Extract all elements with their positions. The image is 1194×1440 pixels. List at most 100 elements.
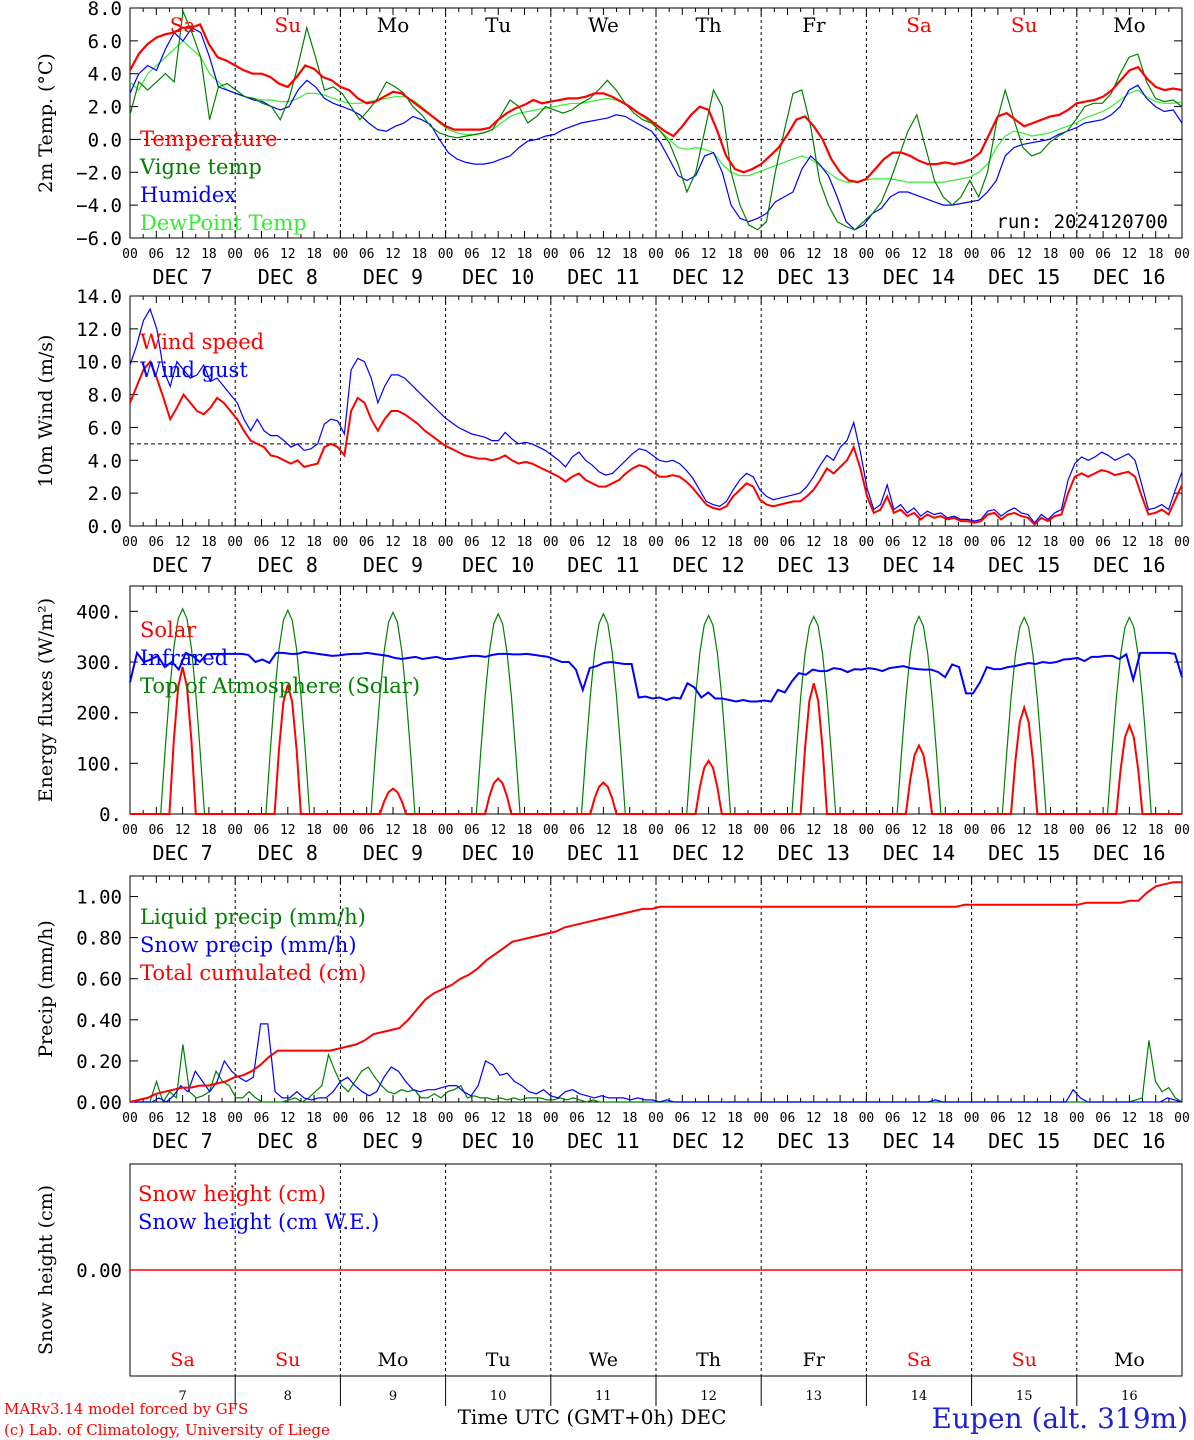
day-name: Tu xyxy=(485,13,511,37)
legend-entry: Liquid precip (mm/h) xyxy=(140,905,366,929)
hour-tick-label: 06 xyxy=(885,535,901,550)
hour-tick-label: 18 xyxy=(1148,823,1164,838)
y-tick-label: 0. xyxy=(99,804,122,826)
y-tick-label: −4.0 xyxy=(76,195,122,217)
date-label: DEC 15 xyxy=(988,1129,1060,1153)
y-tick-label: 8.0 xyxy=(88,0,122,20)
day-name: Th xyxy=(696,1349,721,1371)
hour-tick-label: 12 xyxy=(385,247,401,262)
panel-5: 0.00 Snow height (cm) Sa 7 Su 8 Mo 9 Tu 10 We 11 Th 1… xyxy=(35,1163,1183,1429)
hour-tick-label: 06 xyxy=(569,823,585,838)
day-number: 14 xyxy=(911,1389,928,1404)
y-tick-label: 0.60 xyxy=(76,969,122,991)
hour-tick-label: 18 xyxy=(306,1111,322,1126)
legend-entry: Vigne temp xyxy=(139,155,262,179)
y-tick-label: 6.0 xyxy=(88,417,122,439)
day-name: We xyxy=(589,1349,618,1371)
day-number: 7 xyxy=(178,1389,186,1404)
hour-tick-label: 18 xyxy=(1043,1111,1059,1126)
day-number: 10 xyxy=(490,1389,507,1404)
day-name: Su xyxy=(275,13,302,37)
y-axis-label: 10m Wind (m/s) xyxy=(35,335,57,488)
hour-tick-label: 18 xyxy=(622,535,638,550)
y-axis-label: Energy fluxes (W/m²) xyxy=(35,598,57,802)
date-label: DEC 15 xyxy=(988,265,1060,289)
day-number: 8 xyxy=(284,1389,292,1404)
hour-tick-label: 12 xyxy=(1122,1111,1138,1126)
hour-tick-label: 06 xyxy=(359,247,375,262)
hour-tick-label: 12 xyxy=(490,535,506,550)
hour-tick-label: 12 xyxy=(596,823,612,838)
hour-tick-label: 12 xyxy=(806,247,822,262)
hour-tick-label: 12 xyxy=(911,535,927,550)
hour-tick-label: 06 xyxy=(359,535,375,550)
date-label: DEC 12 xyxy=(672,553,744,577)
date-label: DEC 14 xyxy=(883,1129,955,1153)
hour-tick-label: 00 xyxy=(122,247,138,262)
panel-1: 8.0 6.0 4.0 2.0 0.0 −2.0 −4.0 −6.0 2m Temp. (°C)… xyxy=(35,0,1190,289)
y-tick-label: 1.00 xyxy=(76,887,122,909)
hour-tick-label: 12 xyxy=(490,247,506,262)
day-number: 12 xyxy=(700,1389,717,1404)
date-label: DEC 10 xyxy=(462,553,534,577)
hour-tick-label: 00 xyxy=(964,247,980,262)
hour-tick-label: 06 xyxy=(885,247,901,262)
hour-tick-label: 06 xyxy=(674,823,690,838)
hour-tick-label: 12 xyxy=(806,1111,822,1126)
date-label: DEC 16 xyxy=(1093,265,1165,289)
hour-tick-label: 18 xyxy=(727,1111,743,1126)
hour-tick-label: 18 xyxy=(411,1111,427,1126)
hour-tick-label: 12 xyxy=(911,1111,927,1126)
y-tick-label: 100. xyxy=(76,753,122,775)
hour-tick-label: 18 xyxy=(517,535,533,550)
y-tick-label: 4.0 xyxy=(88,64,122,86)
hour-tick-label: 00 xyxy=(859,535,875,550)
date-label: DEC 16 xyxy=(1093,553,1165,577)
hour-tick-label: 18 xyxy=(1043,535,1059,550)
day-number: 11 xyxy=(595,1389,612,1404)
hour-tick-label: 18 xyxy=(937,1111,953,1126)
hour-tick-label: 18 xyxy=(622,823,638,838)
hour-tick-label: 06 xyxy=(674,535,690,550)
hour-tick-label: 06 xyxy=(990,535,1006,550)
y-axis-label: Snow height (cm) xyxy=(35,1185,57,1355)
hour-tick-label: 00 xyxy=(648,535,664,550)
hour-tick-label: 00 xyxy=(1069,247,1085,262)
hour-tick-label: 00 xyxy=(543,247,559,262)
legend-entry: Infrared xyxy=(140,646,228,670)
hour-tick-label: 00 xyxy=(964,535,980,550)
hour-tick-label: 18 xyxy=(832,1111,848,1126)
hour-tick-label: 00 xyxy=(227,823,243,838)
day-name: Mo xyxy=(1113,13,1146,37)
hour-tick-label: 12 xyxy=(175,823,191,838)
date-label: DEC 9 xyxy=(363,841,423,865)
hour-tick-label: 06 xyxy=(885,1111,901,1126)
legend-entry: Temperature xyxy=(140,127,278,151)
date-label: DEC 11 xyxy=(567,841,639,865)
date-label: DEC 15 xyxy=(988,841,1060,865)
hour-tick-label: 18 xyxy=(201,823,217,838)
hour-tick-label: 06 xyxy=(990,823,1006,838)
hour-tick-label: 18 xyxy=(1148,535,1164,550)
hour-tick-label: 18 xyxy=(517,1111,533,1126)
y-tick-label: 200. xyxy=(76,703,122,725)
hour-tick-label: 18 xyxy=(832,247,848,262)
credit-line-2: (c) Lab. of Climatology, University of L… xyxy=(4,1421,330,1439)
hour-tick-label: 06 xyxy=(464,535,480,550)
x-axis: 00 06 12 18 00 06 12 18 00 06 12 18 00 06 12 18 00 06 12 18… xyxy=(122,823,1190,865)
hour-tick-label: 00 xyxy=(648,823,664,838)
hour-tick-label: 00 xyxy=(1174,1111,1190,1126)
hour-tick-label: 00 xyxy=(438,823,454,838)
series-line xyxy=(129,8,1183,231)
hour-tick-label: 06 xyxy=(1095,247,1111,262)
day-name: Mo xyxy=(378,1349,409,1371)
hour-tick-label: 12 xyxy=(280,535,296,550)
hour-tick-label: 06 xyxy=(780,823,796,838)
series-line xyxy=(129,881,1182,1103)
day-number: 9 xyxy=(389,1389,397,1404)
day-number: 16 xyxy=(1121,1389,1138,1404)
series-line xyxy=(129,650,1183,703)
date-label: DEC 13 xyxy=(778,841,850,865)
